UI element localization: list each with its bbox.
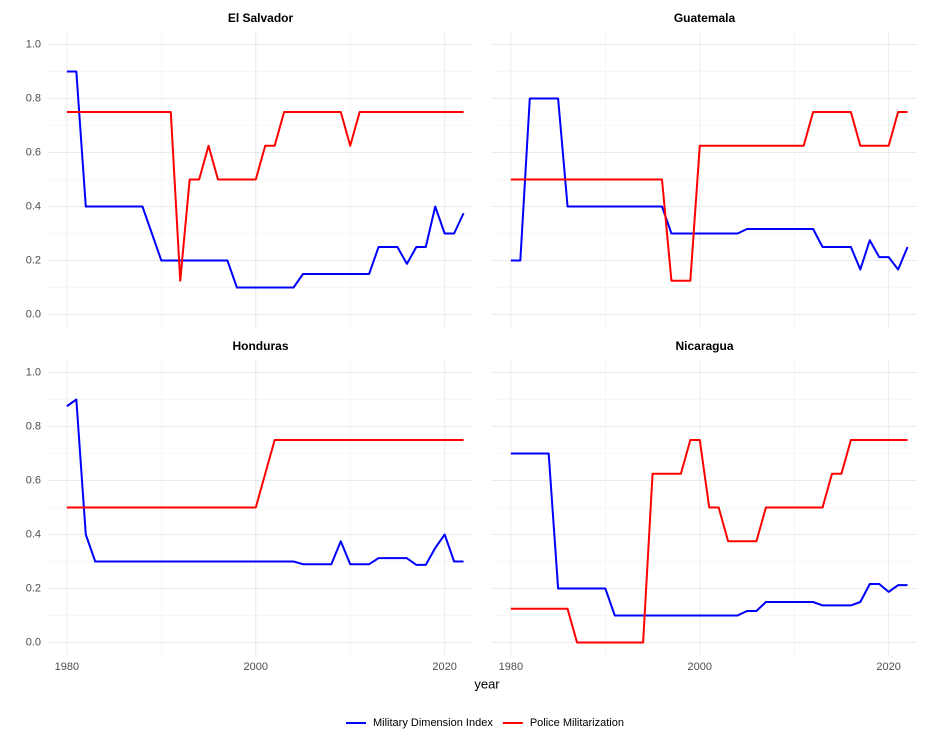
x-tick-label: 2000	[688, 661, 712, 673]
series-line	[66, 398, 464, 566]
y-tick-label: 0.4	[26, 200, 41, 212]
x-tick-label: 1980	[499, 661, 523, 673]
series-line	[510, 452, 908, 617]
panel-title: El Salvador	[228, 11, 294, 25]
y-tick-label: 0.4	[26, 528, 41, 540]
series-line	[66, 439, 464, 509]
y-tick-label: 1.0	[26, 366, 41, 378]
y-tick-label: 0.2	[26, 254, 41, 266]
series-line	[510, 97, 909, 271]
x-tick-label: 1980	[55, 661, 79, 673]
y-tick-label: 0.2	[26, 582, 41, 594]
panel-title: Honduras	[232, 339, 288, 353]
y-tick-label: 0.0	[26, 636, 41, 648]
x-axis-title: year	[474, 676, 500, 691]
legend-label: Police Militarization	[530, 717, 624, 729]
series-line	[510, 439, 908, 644]
series-line	[66, 70, 465, 289]
legend-label: Military Dimension Index	[373, 717, 493, 729]
panel-title: Nicaragua	[675, 339, 733, 353]
y-tick-label: 0.6	[26, 474, 41, 486]
y-tick-label: 0.6	[26, 146, 41, 158]
panel-title: Guatemala	[674, 11, 736, 25]
y-tick-label: 0.8	[26, 92, 41, 104]
series-line	[66, 111, 464, 282]
x-tick-label: 2020	[432, 661, 456, 673]
series-line	[510, 111, 908, 282]
x-tick-label: 2020	[876, 661, 900, 673]
y-tick-label: 0.8	[26, 420, 41, 432]
y-tick-label: 1.0	[26, 38, 41, 50]
y-tick-label: 0.0	[26, 308, 41, 320]
x-tick-label: 2000	[244, 661, 268, 673]
